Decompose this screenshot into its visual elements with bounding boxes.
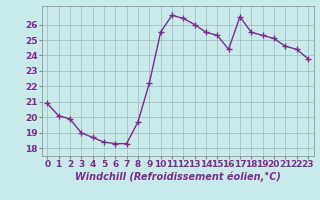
X-axis label: Windchill (Refroidissement éolien,°C): Windchill (Refroidissement éolien,°C) xyxy=(75,172,281,182)
